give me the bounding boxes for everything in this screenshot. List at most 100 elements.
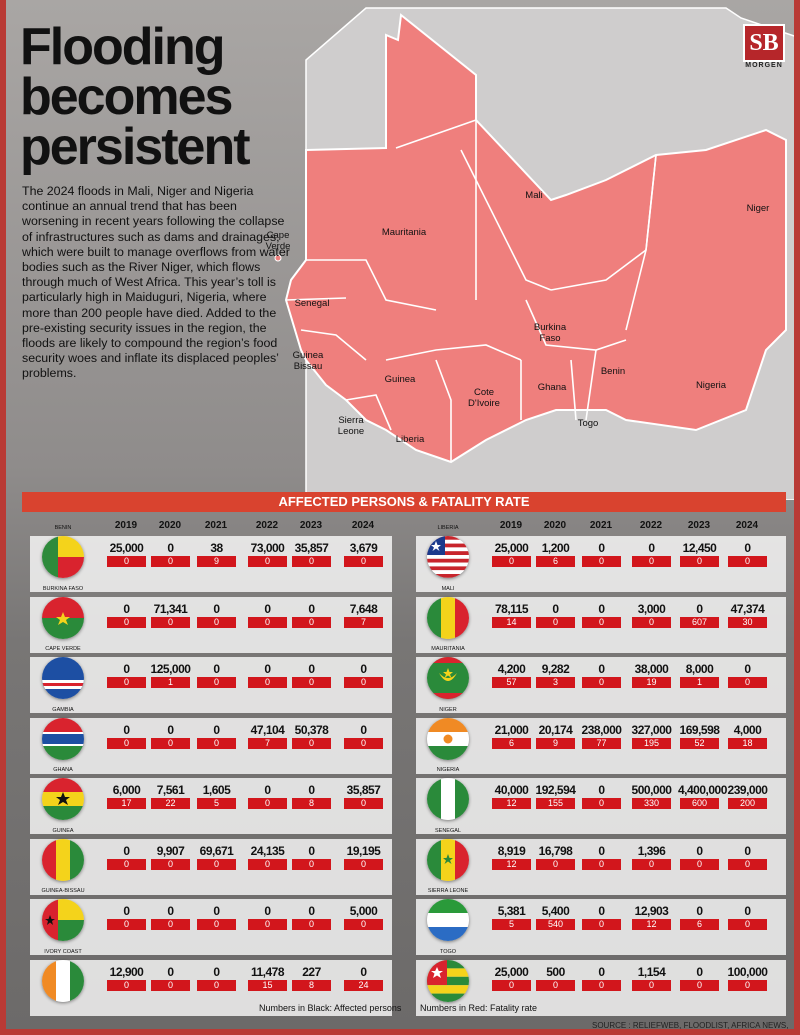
affected-value: 0 <box>598 601 605 616</box>
fatality-value: 0 <box>344 798 383 809</box>
affected-value: 12,900 <box>109 964 144 979</box>
fatality-value: 0 <box>248 616 287 628</box>
fatality-value: 22 <box>151 798 190 809</box>
liberia-flag-icon <box>427 536 469 578</box>
affected-value: 4,200 <box>497 662 526 676</box>
fatality-value: 24 <box>344 979 383 991</box>
fatality-value: 0 <box>151 737 190 749</box>
data-cell: 1,200 6 <box>534 541 577 567</box>
data-cell: 25,000 0 <box>490 965 533 991</box>
affected-value: 500 <box>546 964 565 979</box>
country-name: CAPE VERDE <box>45 646 81 652</box>
affected-value: 0 <box>308 783 315 797</box>
data-cell: 238,000 77 <box>580 723 623 749</box>
fatality-value: 6 <box>492 737 531 749</box>
fatality-value: 0 <box>197 979 236 991</box>
affected-value: 0 <box>360 964 367 979</box>
map-label: Senegal <box>294 298 330 309</box>
affected-value: 0 <box>167 722 174 737</box>
fatality-value: 0 <box>582 979 621 991</box>
data-cell: 35,857 0 <box>290 541 333 567</box>
source-credit: SOURCE : RELIEFWEB, FLOODLIST, AFRICA NE… <box>592 1021 789 1035</box>
affected-value: 5,000 <box>349 904 378 918</box>
fatality-value: 0 <box>536 858 575 870</box>
affected-value: 0 <box>696 904 703 918</box>
fatality-value: 540 <box>536 919 575 930</box>
fatality-value: 7 <box>248 737 287 749</box>
data-cell: 8,919 12 <box>490 844 533 870</box>
title-line: Flooding <box>20 18 225 76</box>
fatality-value: 0 <box>292 556 331 567</box>
fatality-value: 0 <box>292 858 331 870</box>
affected-value: 327,000 <box>631 722 672 737</box>
fatality-value: 8 <box>292 979 331 991</box>
fatality-value: 0 <box>151 979 190 991</box>
affected-value: 25,000 <box>109 541 144 555</box>
fatality-value: 0 <box>107 858 146 870</box>
west-africa-map <box>274 7 794 500</box>
affected-value: 0 <box>308 662 315 676</box>
data-cell: 0 607 <box>678 602 721 628</box>
sierra-leone-flag-icon <box>427 899 469 941</box>
affected-value: 238,000 <box>581 722 622 737</box>
table-heading: AFFECTED PERSONS & FATALITY RATE <box>22 492 786 512</box>
fatality-value: 0 <box>248 919 287 930</box>
fatality-value: 0 <box>248 677 287 688</box>
country-name: SIERRA LEONE <box>427 888 469 894</box>
affected-value: 9,907 <box>156 843 185 858</box>
data-cell: 69,671 0 <box>195 844 238 870</box>
data-cell: 20,174 9 <box>534 723 577 749</box>
intro-paragraph: The 2024 floods in Mali, Niger and Niger… <box>22 184 290 381</box>
fatality-value: 0 <box>292 616 331 628</box>
sb-morgen-logo: SB MORGEN <box>739 24 789 69</box>
map-label: Mauritania <box>381 227 427 238</box>
title-line: becomes <box>20 68 233 126</box>
affected-value: 169,598 <box>679 722 720 737</box>
affected-value: 16,798 <box>538 843 573 858</box>
fatality-value: 0 <box>536 616 575 628</box>
affected-value: 227 <box>302 964 321 979</box>
data-cell: 47,104 7 <box>246 723 289 749</box>
year-header: 2019 <box>499 520 523 531</box>
affected-value: 239,000 <box>727 783 768 797</box>
map-label: Nigeria <box>695 380 727 391</box>
affected-region <box>284 13 787 464</box>
data-cell: 78,115 14 <box>490 602 533 628</box>
affected-value: 11,478 <box>250 964 285 979</box>
data-cell: 73,000 0 <box>246 541 289 567</box>
country-borders <box>285 119 657 462</box>
fatality-value: 200 <box>728 798 767 809</box>
affected-value: 47,374 <box>730 601 765 616</box>
data-cell: 5,400 540 <box>534 904 577 930</box>
data-cell: 327,000 195 <box>630 723 673 749</box>
fatality-value: 0 <box>632 858 671 870</box>
fatality-value: 52 <box>680 737 719 749</box>
affected-value: 69,671 <box>199 843 234 858</box>
affected-value: 0 <box>696 964 703 979</box>
affected-value: 0 <box>167 541 174 555</box>
affected-value: 0 <box>264 783 271 797</box>
data-cell: 12,450 0 <box>678 541 721 567</box>
affected-value: 0 <box>213 601 220 616</box>
affected-value: 0 <box>360 722 367 737</box>
data-cell: 24,135 0 <box>246 844 289 870</box>
affected-value: 0 <box>213 662 220 676</box>
fatality-value: 15 <box>248 979 287 991</box>
affected-value: 73,000 <box>250 541 285 555</box>
fatality-value: 0 <box>292 919 331 930</box>
data-cell: 125,000 1 <box>149 662 192 688</box>
data-cell: 35,857 0 <box>342 783 385 809</box>
senegal-flag-icon <box>427 838 469 881</box>
